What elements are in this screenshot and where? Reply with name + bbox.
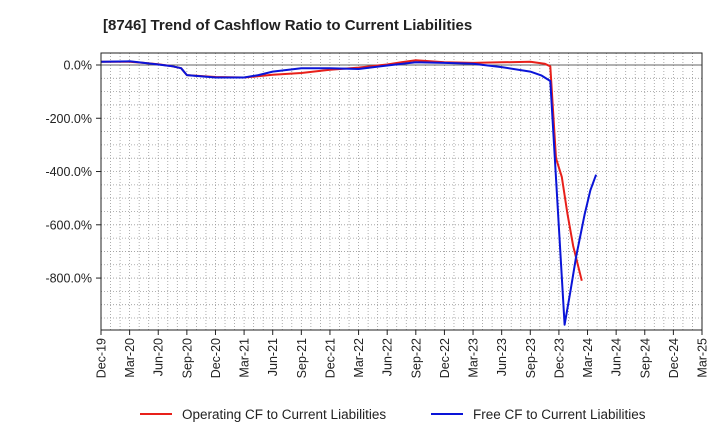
series-lines [100,59,598,326]
legend-label: Free CF to Current Liabilities [473,407,646,422]
x-tick-label: Jun-21 [266,338,280,376]
y-tick-label: -800.0% [45,272,92,286]
x-tick-label: Dec-19 [95,338,109,378]
x-tick-label: Mar-21 [238,338,252,378]
x-tick-label: Sep-23 [524,338,538,378]
legend: Operating CF to Current Liabilities Free … [140,407,646,422]
x-tick-label: Mar-22 [352,338,366,378]
y-axis: 0.0% -200.0% -400.0% -600.0% -800.0% [45,58,101,286]
x-tick-label: Jun-23 [495,338,509,376]
y-tick-label: -400.0% [45,165,92,179]
x-tick-label: Sep-20 [180,338,194,378]
x-tick-label: Mar-23 [467,338,481,378]
x-tick-label: Sep-24 [638,338,652,378]
y-tick-label: -200.0% [45,112,92,126]
x-tick-label: Jun-24 [610,338,624,376]
series-line-free-cf-to-current-liabilities [100,60,598,326]
chart-title: [8746] Trend of Cashflow Ratio to Curren… [103,17,472,34]
x-tick-label: Mar-20 [123,338,137,378]
series-line-operating-cf-to-current-liabilities [101,59,583,281]
x-tick-label: Dec-20 [209,338,223,378]
x-tick-label: Sep-21 [295,338,309,378]
x-tick-label: Dec-24 [667,338,681,378]
plot-grid [100,53,703,330]
x-tick-label: Sep-22 [409,338,423,378]
y-tick-label: -600.0% [45,218,92,232]
x-tick-label: Dec-23 [552,338,566,378]
legend-label: Operating CF to Current Liabilities [182,407,386,422]
plot-frame [100,52,703,331]
y-tick-label: 0.0% [64,58,93,72]
x-axis: Dec-19 Mar-20 Jun-20 Sep-20 Dec-20 Mar-21 Jun-… [95,330,710,378]
x-tick-label: Jun-20 [152,338,166,376]
x-tick-label: Jun-22 [381,338,395,376]
x-tick-label: Mar-24 [581,338,595,378]
x-tick-label: Dec-22 [438,338,452,378]
x-tick-label: Mar-25 [696,338,710,378]
x-tick-label: Dec-21 [323,338,337,378]
